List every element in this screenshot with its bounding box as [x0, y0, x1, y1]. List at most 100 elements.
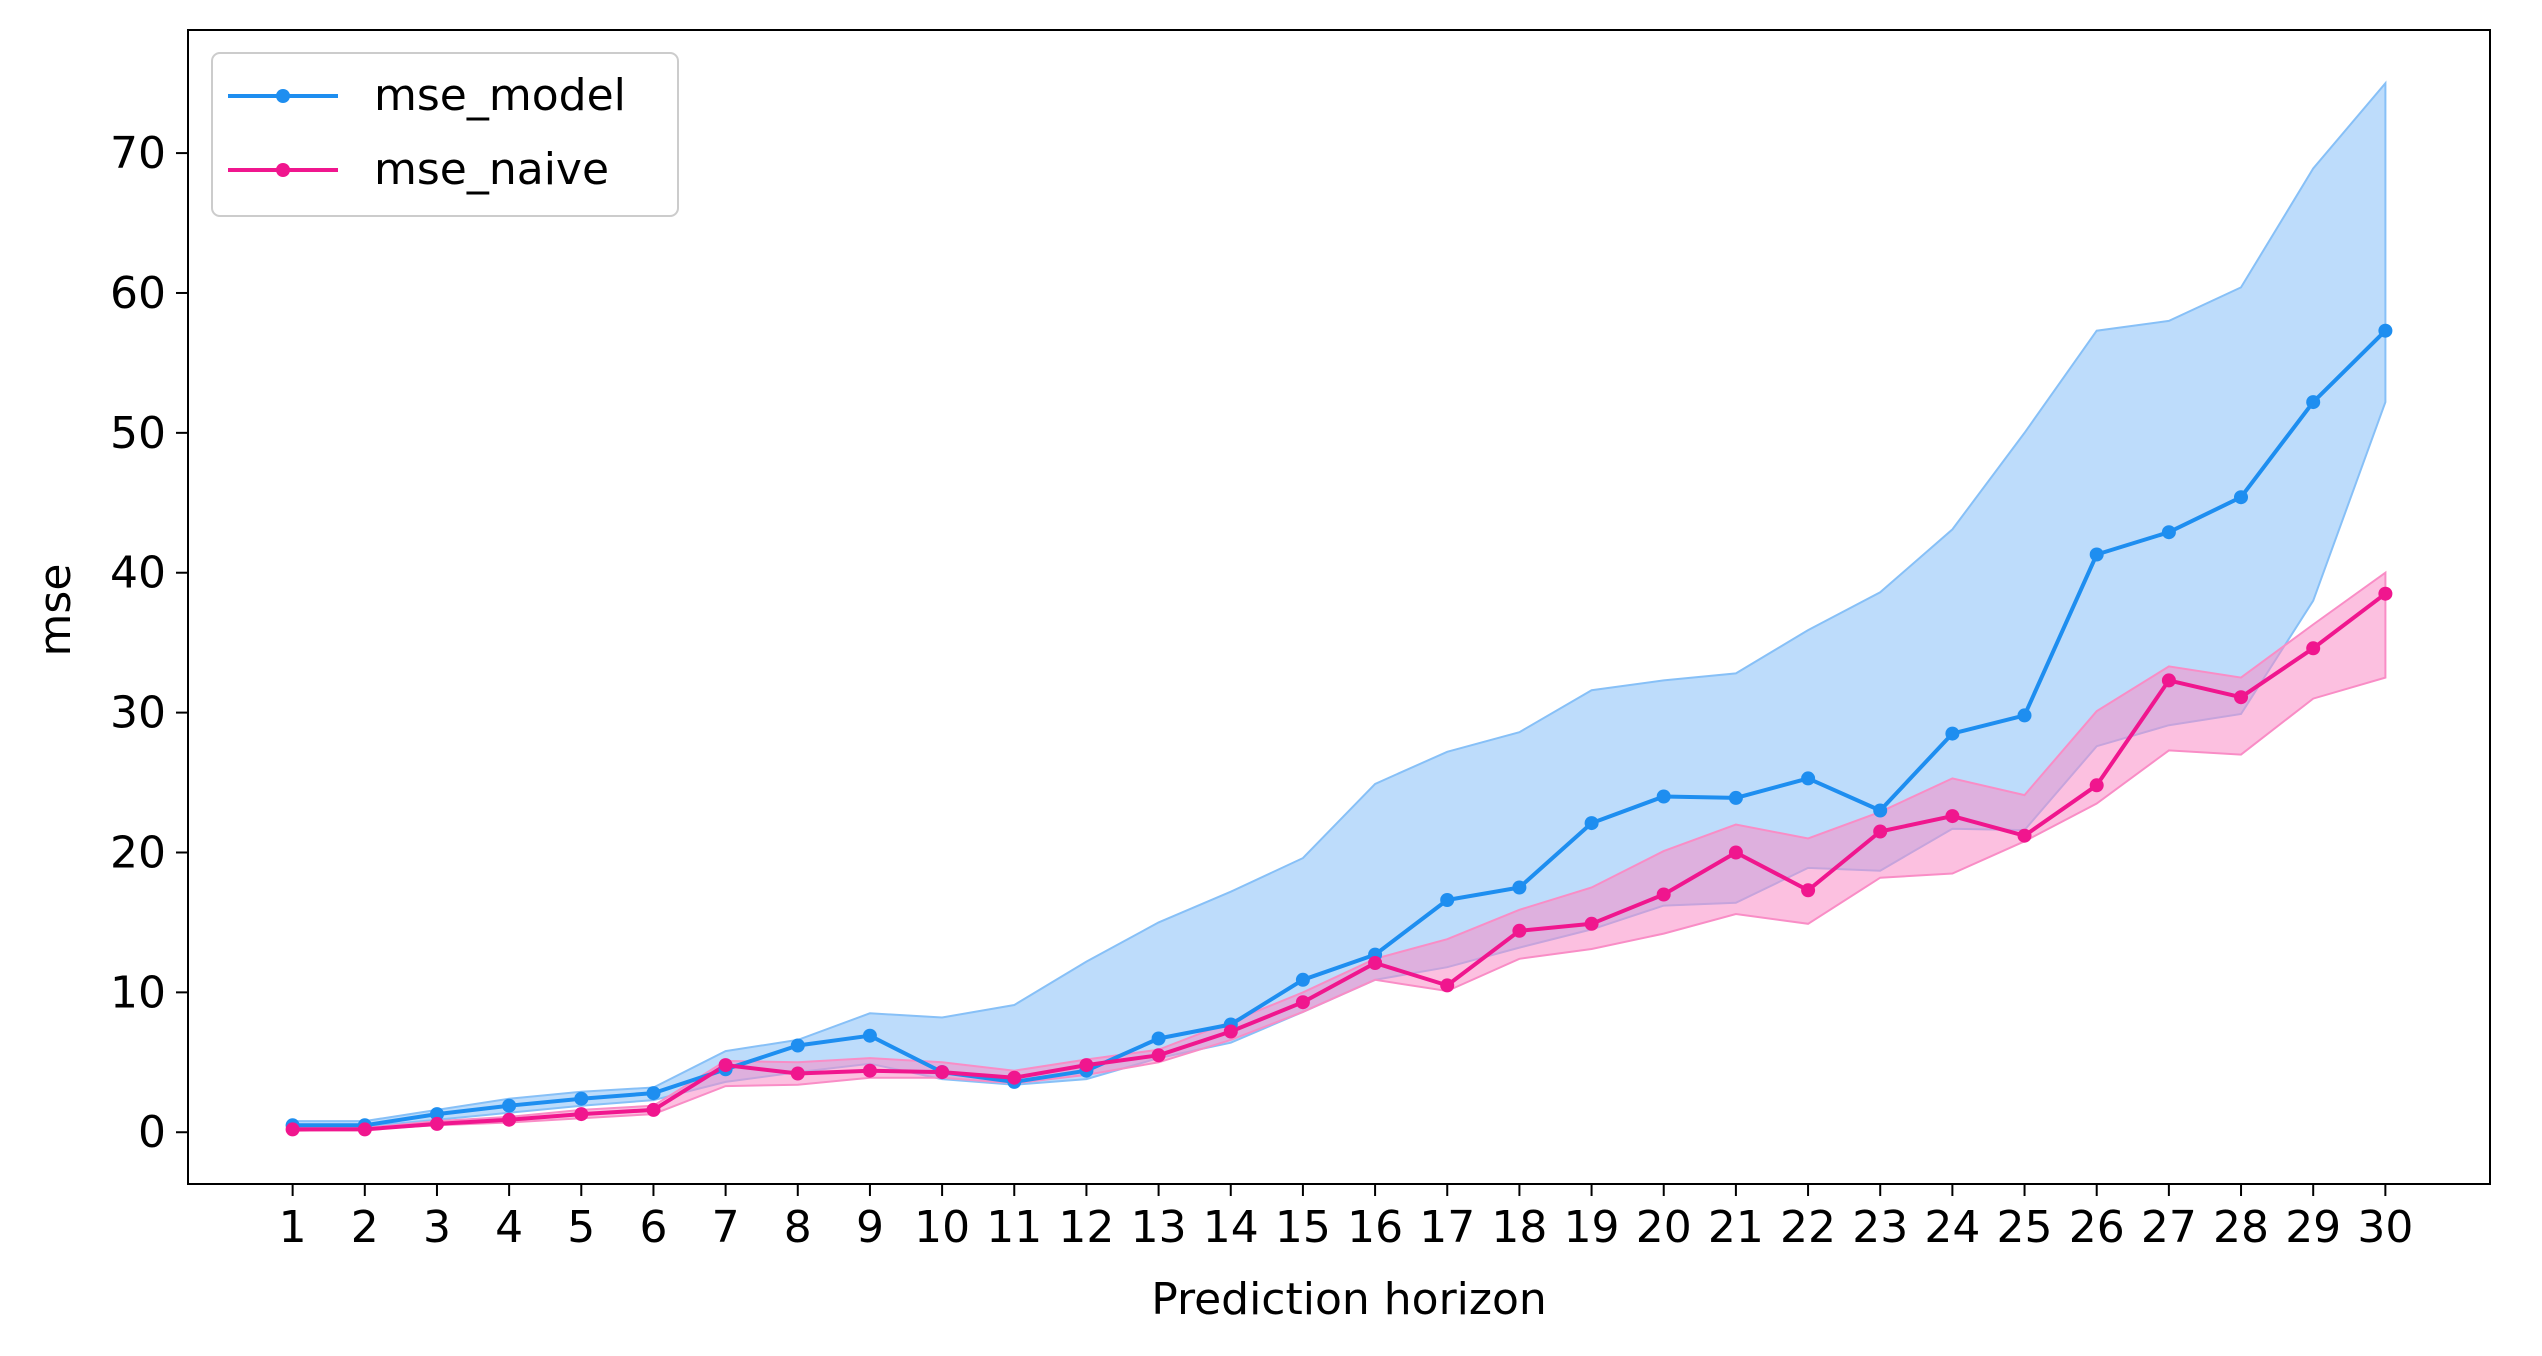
series-line-mse-naive	[292, 592, 2387, 1132]
legend-label-mse-model: mse_model	[374, 70, 626, 121]
y-axis: 0 10 20 30 40 50 60 70	[110, 128, 188, 1158]
legend-label-mse-naive: mse_naive	[374, 144, 609, 195]
plot-area-frame	[187, 29, 2491, 1185]
data-point-mse-naive	[1584, 916, 1599, 931]
x-tick-label: 1	[279, 1202, 307, 1253]
data-point-mse-naive	[1945, 809, 1960, 824]
series-markers	[285, 323, 2393, 1137]
y-tick-label: 20	[110, 827, 166, 878]
data-point-mse-naive	[1728, 845, 1743, 860]
y-tick-label: 30	[110, 688, 166, 739]
legend-item-mse-model: mse_model	[228, 70, 626, 121]
data-point-mse-naive	[1873, 824, 1888, 839]
data-point-mse-model	[1512, 880, 1527, 895]
x-tick-label: 9	[856, 1202, 884, 1253]
x-tick-label: 15	[1275, 1202, 1331, 1253]
x-tick-label: 13	[1131, 1202, 1187, 1253]
x-tick-label: 7	[712, 1202, 740, 1253]
data-point-mse-model	[1656, 789, 1671, 804]
x-tick-label: 23	[1852, 1202, 1908, 1253]
x-tick-label: 18	[1491, 1202, 1547, 1253]
x-tick-label: 29	[2285, 1202, 2341, 1253]
data-point-mse-naive	[2089, 778, 2104, 793]
x-axis: 1 2 3 4 5 6 7 8 9 10 11 12 13 14 15 16 17 18 19 20 21 22 23 24 2…	[279, 1184, 2413, 1253]
x-tick-label: 16	[1347, 1202, 1403, 1253]
legend-item-mse-naive: mse_naive	[228, 144, 609, 195]
x-tick-label: 8	[784, 1202, 812, 1253]
legend-marker-mse-model	[276, 89, 290, 103]
data-point-mse-naive	[1440, 978, 1455, 993]
x-tick-label: 17	[1419, 1202, 1475, 1253]
legend-frame	[211, 52, 679, 217]
data-point-mse-naive	[1368, 956, 1383, 970]
data-point-mse-naive	[2234, 690, 2248, 705]
y-axis-label: mse	[30, 564, 81, 657]
data-point-mse-model	[574, 1091, 589, 1106]
data-point-mse-naive	[1512, 923, 1527, 938]
x-tick-label: 5	[567, 1202, 595, 1253]
x-tick-label: 20	[1636, 1202, 1692, 1253]
data-point-mse-naive	[718, 1058, 733, 1073]
x-tick-label: 19	[1564, 1202, 1620, 1253]
x-tick-label: 2	[351, 1202, 379, 1253]
x-tick-label: 11	[986, 1202, 1042, 1253]
x-tick-label: 26	[2069, 1202, 2125, 1253]
data-point-mse-naive	[1151, 1048, 1166, 1063]
data-point-mse-model	[1151, 1031, 1166, 1046]
x-tick-label: 22	[1780, 1202, 1836, 1253]
data-point-mse-naive	[790, 1066, 805, 1081]
x-tick-label: 28	[2213, 1202, 2269, 1253]
data-point-mse-model	[2234, 490, 2248, 505]
data-point-mse-model	[2161, 525, 2176, 540]
y-tick-label: 40	[110, 548, 166, 599]
data-point-mse-model	[1728, 790, 1743, 805]
data-point-mse-naive	[574, 1107, 589, 1122]
data-point-mse-model	[502, 1098, 517, 1113]
data-point-mse-naive	[1656, 887, 1671, 902]
x-tick-label: 21	[1708, 1202, 1764, 1253]
data-point-mse-naive	[862, 1063, 877, 1078]
data-point-mse-model	[1295, 972, 1310, 987]
data-point-mse-model	[1801, 771, 1816, 786]
x-tick-label: 4	[495, 1202, 523, 1253]
data-point-mse-model	[862, 1028, 877, 1043]
data-point-mse-naive	[357, 1122, 372, 1137]
x-tick-label: 3	[423, 1202, 451, 1253]
data-point-mse-naive	[285, 1122, 300, 1137]
legend-marker-mse-naive	[276, 163, 290, 177]
x-tick-label: 24	[1924, 1202, 1980, 1253]
x-tick-label: 10	[914, 1202, 970, 1253]
series-line-mse-model	[292, 329, 2387, 1128]
x-tick-label: 27	[2141, 1202, 2197, 1253]
data-point-mse-model	[2306, 395, 2321, 410]
data-point-mse-model	[790, 1038, 805, 1053]
data-point-mse-model	[2378, 323, 2393, 338]
data-point-mse-model	[1873, 803, 1888, 818]
y-tick-label: 70	[110, 128, 166, 179]
data-point-mse-model	[430, 1107, 444, 1122]
data-point-mse-naive	[646, 1102, 661, 1117]
data-point-mse-naive	[935, 1065, 950, 1080]
data-point-mse-naive	[2378, 586, 2393, 601]
data-point-mse-naive	[2017, 828, 2032, 843]
x-tick-label: 25	[1997, 1202, 2053, 1253]
data-point-mse-naive	[1295, 995, 1310, 1010]
x-tick-label: 6	[639, 1202, 667, 1253]
data-point-mse-naive	[502, 1112, 517, 1127]
data-point-mse-model	[646, 1086, 661, 1101]
legend: mse_model mse_naive	[211, 52, 679, 217]
y-tick-label: 60	[110, 268, 166, 319]
data-point-mse-naive	[1801, 883, 1816, 898]
data-point-mse-naive	[430, 1116, 444, 1131]
data-point-mse-model	[1945, 726, 1960, 741]
y-tick-label: 0	[138, 1107, 166, 1158]
data-point-mse-naive	[1223, 1024, 1238, 1039]
y-tick-label: 50	[110, 408, 166, 459]
data-point-mse-naive	[2161, 673, 2176, 688]
data-point-mse-naive	[2306, 641, 2321, 656]
x-axis-label: Prediction horizon	[1151, 1274, 1547, 1325]
series-lines	[292, 329, 2387, 1132]
y-tick-label: 10	[110, 967, 166, 1018]
data-point-mse-model	[2017, 708, 2032, 723]
